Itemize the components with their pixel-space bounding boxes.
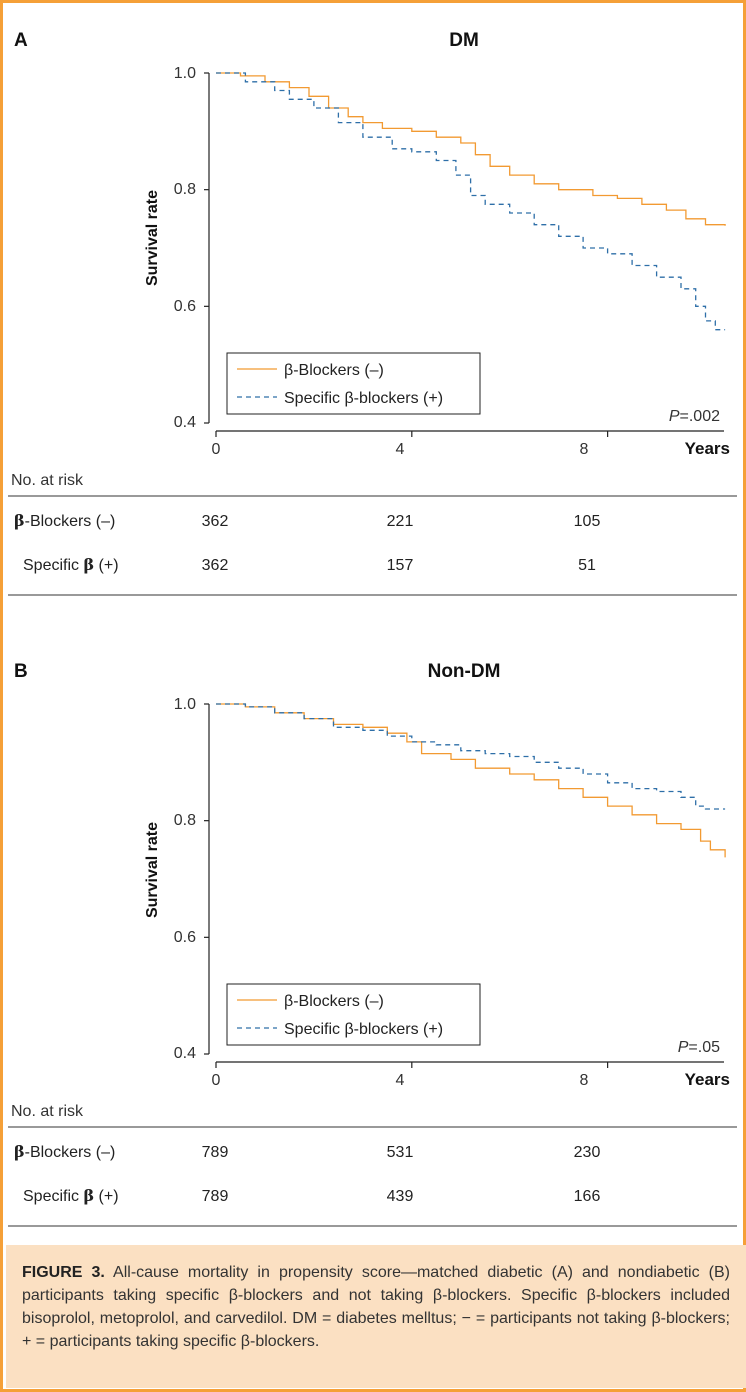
x-tick-label: 0 (212, 1072, 221, 1089)
legend: β-Blockers (–) Specific β-blockers (+) (226, 352, 481, 415)
p-value-symbol: P (669, 408, 680, 425)
p-value: P=.05 (678, 1039, 720, 1056)
y-tick-label: 0.4 (174, 414, 196, 431)
legend-label: Specific β-blockers (+) (284, 1021, 443, 1038)
y-axis-title: Survival rate (144, 190, 161, 286)
risk-value: 157 (387, 557, 414, 574)
beta-symbol: β (83, 1186, 94, 1205)
survival-curve-negative (216, 703, 726, 858)
y-axis-title: Survival rate (144, 822, 161, 918)
x-axis-title: Years (685, 439, 730, 458)
panel-a: A DM Survival rate 0.4 0.6 0.8 1.0 0 4 8… (8, 30, 737, 596)
y-tick-label: 1.0 (174, 696, 196, 713)
y-tick-label: 0.8 (174, 181, 196, 198)
x-tick-label: 4 (396, 1072, 405, 1089)
risk-row-label: β-Blockers (–) (14, 511, 115, 530)
panel-b: B Non-DM Survival rate 0.4 0.6 0.8 1.0 0… (8, 661, 737, 1227)
y-tick-label: 1.0 (174, 65, 196, 82)
p-value-number: =.05 (688, 1039, 720, 1056)
risk-value: 531 (387, 1144, 414, 1161)
beta-symbol: β (14, 1142, 25, 1161)
risk-value: 789 (202, 1144, 229, 1161)
figure-label: FIGURE 3. (22, 1264, 105, 1281)
plot-area (204, 703, 726, 1068)
x-axis-title: Years (685, 1070, 730, 1089)
figure-caption: FIGURE 3. All-cause mortality in propens… (6, 1245, 746, 1388)
figure-svg: A DM Survival rate 0.4 0.6 0.8 1.0 0 4 8… (8, 30, 737, 1227)
row-label-pre: Specific (23, 1188, 83, 1205)
row-label-rest: (+) (94, 557, 118, 574)
risk-value: 221 (387, 513, 414, 530)
p-value-number: =.002 (680, 408, 721, 425)
legend: β-Blockers (–) Specific β-blockers (+) (226, 983, 481, 1046)
row-label-rest: (+) (94, 1188, 118, 1205)
risk-table-heading: No. at risk (11, 1103, 84, 1120)
p-value-symbol: P (678, 1039, 689, 1056)
row-label-rest: -Blockers (–) (25, 1144, 116, 1161)
plot-area (204, 72, 726, 437)
risk-value: 105 (574, 513, 601, 530)
risk-value: 230 (574, 1144, 601, 1161)
panel-letter: A (14, 30, 28, 51)
risk-value: 362 (202, 513, 229, 530)
risk-table: No. at risk β-Blockers (–) 362 221 105 S… (8, 472, 737, 596)
risk-row-label: Specific β (+) (23, 1186, 119, 1205)
beta-symbol: β (14, 511, 25, 530)
survival-curve-positive (216, 72, 726, 331)
row-label-rest: -Blockers (–) (25, 513, 116, 530)
legend-label: β-Blockers (–) (284, 362, 384, 379)
legend-box (226, 983, 481, 1046)
x-tick-label: 8 (580, 1072, 589, 1089)
p-value: P=.002 (669, 408, 720, 425)
y-tick-label: 0.6 (174, 298, 196, 315)
legend-label: β-Blockers (–) (284, 993, 384, 1010)
risk-value: 51 (578, 557, 596, 574)
panel-letter: B (14, 661, 28, 682)
caption-text: All-cause mortality in propensity score—… (22, 1264, 731, 1350)
x-tick-label: 0 (212, 441, 221, 458)
risk-table: No. at risk β-Blockers (–) 789 531 230 S… (8, 1103, 737, 1227)
y-tick-label: 0.4 (174, 1045, 196, 1062)
x-tick-label: 4 (396, 441, 405, 458)
panel-title: DM (449, 30, 479, 51)
risk-value: 789 (202, 1188, 229, 1205)
survival-curve-positive (216, 703, 726, 810)
survival-curve-negative (216, 72, 726, 226)
y-tick-label: 0.6 (174, 929, 196, 946)
risk-row-label: Specific β (+) (23, 555, 119, 574)
risk-table-heading: No. at risk (11, 472, 84, 489)
panel-title: Non-DM (428, 661, 501, 682)
row-label-pre: Specific (23, 557, 83, 574)
risk-value: 166 (574, 1188, 601, 1205)
beta-symbol: β (83, 555, 94, 574)
risk-value: 362 (202, 557, 229, 574)
y-tick-label: 0.8 (174, 812, 196, 829)
legend-box (226, 352, 481, 415)
risk-row-label: β-Blockers (–) (14, 1142, 115, 1161)
x-tick-label: 8 (580, 441, 589, 458)
risk-value: 439 (387, 1188, 414, 1205)
legend-label: Specific β-blockers (+) (284, 390, 443, 407)
